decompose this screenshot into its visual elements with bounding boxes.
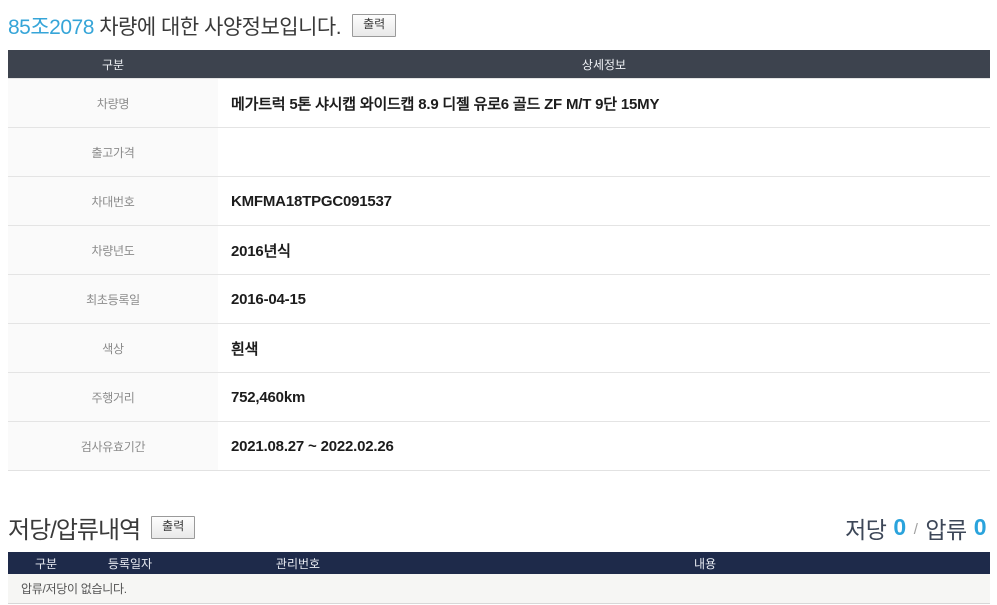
table-row-vehicle-name: 차량명 메가트럭 5톤 샤시캡 와이드캡 8.9 디젤 유로6 골드 ZF M/… [8,78,990,127]
table-row-factory-price: 출고가격 [8,127,990,176]
row-value: KMFMA18TPGC091537 [231,192,392,210]
row-value: 2016년식 [231,242,291,260]
row-value: 752,460km [231,388,306,406]
lien-header-mgmt-number: 관리번호 [275,556,321,571]
table-row-mileage: 주행거리 752,460km [8,372,990,421]
lien-header-category: 구분 [34,556,58,571]
vehicle-number: 85조2078 [8,15,94,39]
row-label: 최초등록일 [8,275,218,323]
row-label: 차대번호 [8,177,218,225]
row-label: 출고가격 [8,128,218,176]
spec-header-detail: 상세정보 [581,57,627,72]
table-row-color: 색상 흰색 [8,323,990,372]
row-value [218,128,990,176]
lien-header-reg-date: 등록일자 [107,556,153,571]
row-label: 차량년도 [8,226,218,274]
mortgage-count: 0 [893,514,906,540]
spec-print-button[interactable]: 출력 [352,14,397,37]
row-value: 2016-04-15 [231,290,306,308]
lien-header-description: 내용 [693,556,717,571]
seizure-label: 압류 [925,516,967,543]
row-label: 검사유효기간 [8,422,218,470]
spec-table: 구분 상세정보 차량명 메가트럭 5톤 샤시캡 와이드캡 8.9 디젤 유로6 … [8,50,990,471]
spec-title-row: 85조2078 차량에 대한 사양정보입니다. 출력 [8,12,990,39]
lien-empty-message: 압류/저당이 없습니다. [8,574,990,604]
page-title: 85조2078 차량에 대한 사양정보입니다. [8,11,342,41]
row-label: 색상 [8,324,218,372]
page-title-text: 차량에 대한 사양정보입니다. [93,15,342,39]
mortgage-label: 저당 [845,516,887,543]
lien-section-header: 저당/압류내역 출력 저당 0 / 압류 0 [8,510,990,545]
table-row-inspection-period: 검사유효기간 2021.08.27 ~ 2022.02.26 [8,421,990,470]
row-value: 2021.08.27 ~ 2022.02.26 [231,437,394,455]
seizure-count: 0 [973,514,987,540]
lien-section-title: 저당/압류내역 [8,517,141,544]
spec-header-category: 구분 [101,57,125,72]
row-value: 흰색 [231,340,259,358]
lien-table-header: 구분 등록일자 관리번호 내용 [8,552,990,574]
row-value: 메가트럭 5톤 샤시캡 와이드캡 8.9 디젤 유로6 골드 ZF M/T 9단… [231,95,660,113]
lien-table: 구분 등록일자 관리번호 내용 압류/저당이 없습니다. [8,552,990,604]
lien-summary: 저당 0 / 압류 0 [845,511,990,545]
row-label: 차량명 [8,79,218,127]
spec-table-header: 구분 상세정보 [8,50,990,78]
lien-title-group: 저당/압류내역 출력 [8,510,196,545]
table-row-vin: 차대번호 KMFMA18TPGC091537 [8,176,990,225]
summary-separator: / [913,521,918,538]
table-row-first-registration: 최초등록일 2016-04-15 [8,274,990,323]
table-row-model-year: 차량년도 2016년식 [8,225,990,274]
row-label: 주행거리 [8,373,218,421]
lien-print-button[interactable]: 출력 [151,516,196,539]
